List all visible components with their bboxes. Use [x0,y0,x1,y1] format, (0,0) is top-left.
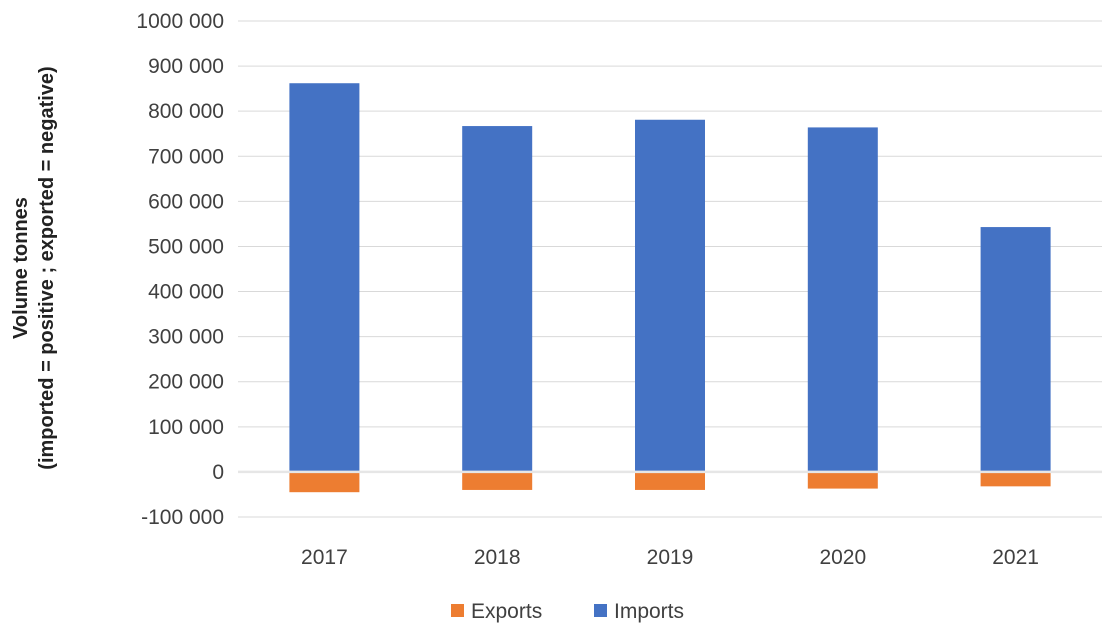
bar-imports-2018 [462,126,533,472]
bars [289,83,1051,493]
x-axis-category-labels: 2017 2018 2019 2020 2021 [301,546,1039,569]
bar-imports-2021 [980,227,1051,472]
y-tick-label: 700 000 [148,145,224,168]
legend: Exports Imports [451,600,684,623]
bar-exports-2017 [289,471,360,493]
y-tick-label: 600 000 [148,190,224,213]
bar-imports-2017 [289,83,360,472]
y-tick-label: 1000 000 [136,10,224,33]
y-tick-label: 900 000 [148,55,224,78]
legend-label-exports: Exports [471,600,542,623]
y-tick-label: -100 000 [141,506,224,529]
legend-swatch-imports [594,604,607,617]
x-category-label: 2018 [474,546,521,569]
y-tick-label: 800 000 [148,100,224,123]
y-axis-title-line-1: Volume tonnes [10,197,32,339]
bar-imports-2020 [807,127,878,472]
y-tick-label: 500 000 [148,235,224,258]
bar-exports-2021 [980,471,1051,487]
y-tick-label: 0 [212,461,224,484]
x-category-label: 2017 [301,546,348,569]
y-tick-label: 100 000 [148,416,224,439]
x-category-label: 2021 [992,546,1039,569]
y-axis-title-line-2: (imported = positive ; exported = negati… [36,66,58,469]
legend-label-imports: Imports [614,600,684,623]
bar-exports-2020 [807,471,878,489]
y-tick-label: 300 000 [148,326,224,349]
y-axis-tick-labels: 1000 000 900 000 800 000 700 000 600 000 500 … [136,10,224,529]
y-tick-label: 200 000 [148,371,224,394]
bar-imports-2019 [635,119,705,472]
y-tick-label: 400 000 [148,281,224,304]
x-category-label: 2019 [647,546,694,569]
x-category-label: 2020 [819,546,866,569]
bar-exports-2019 [635,471,705,490]
bar-exports-2018 [462,471,533,490]
legend-swatch-exports [451,604,464,617]
